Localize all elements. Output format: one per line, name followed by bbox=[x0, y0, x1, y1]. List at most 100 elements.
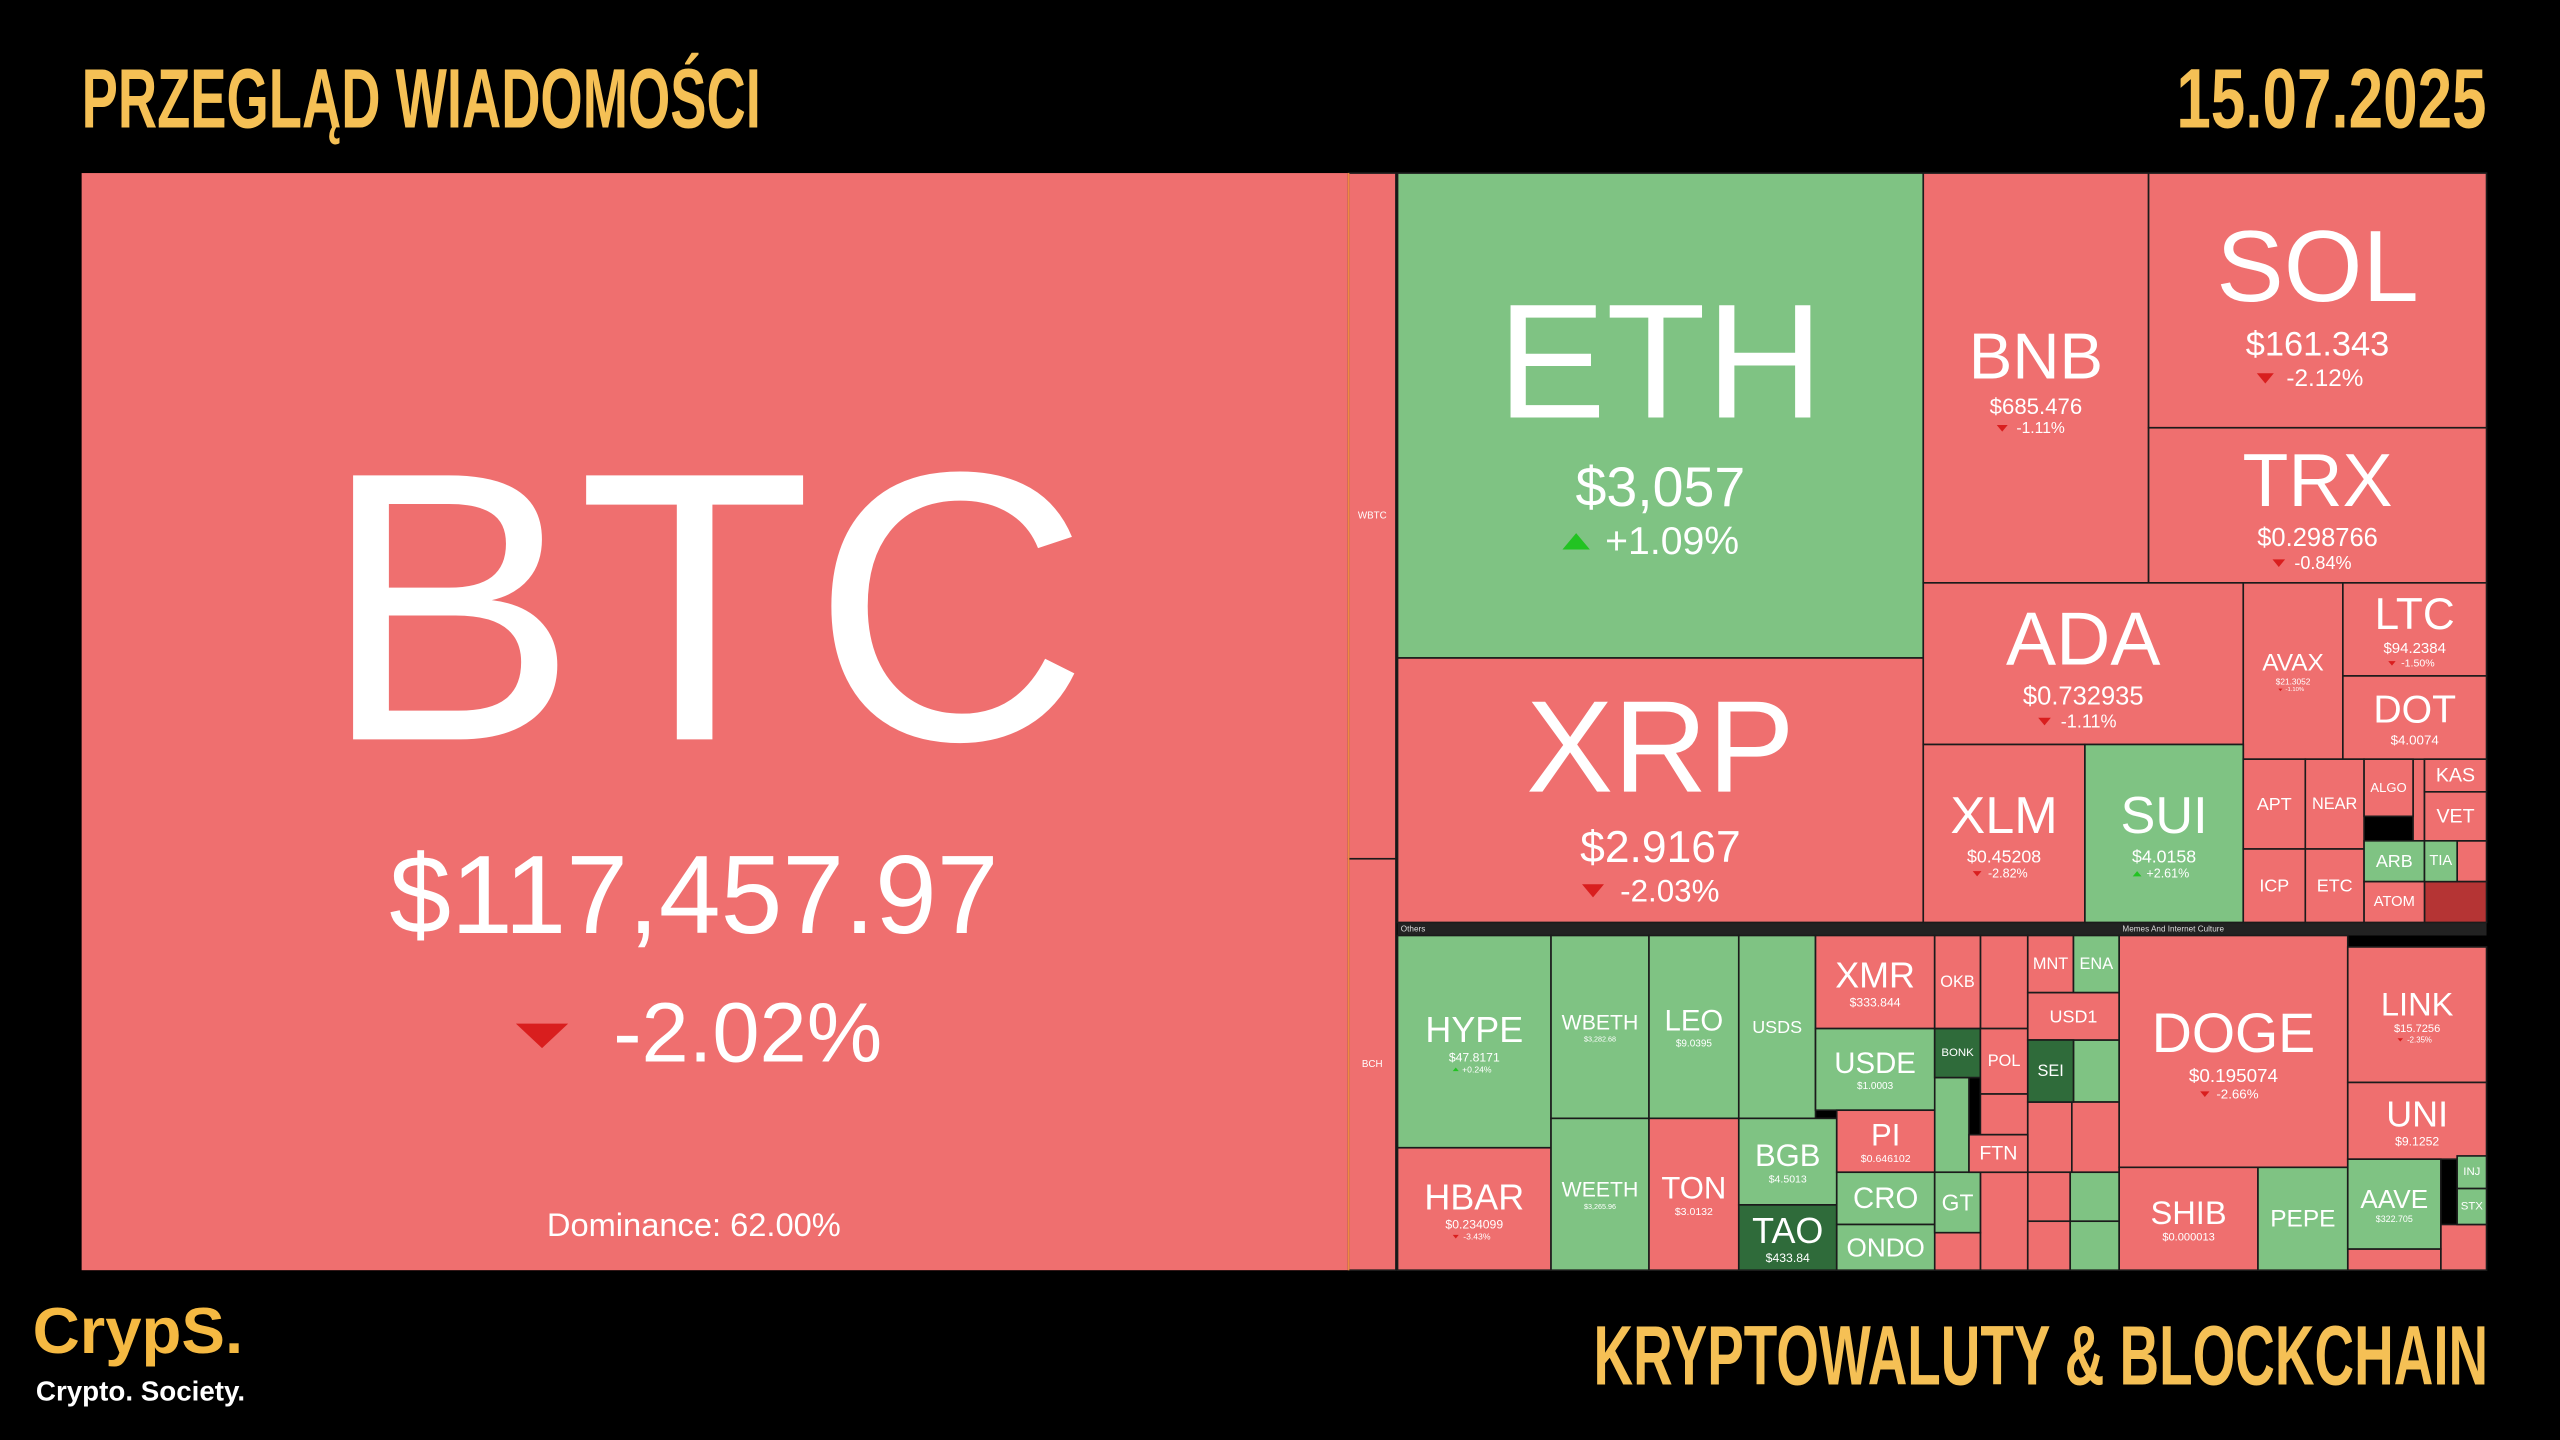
down-arrow bbox=[2200, 1091, 2210, 1097]
tile-price: $1.0003 bbox=[1857, 1081, 1894, 1092]
tile bbox=[2304, 848, 2365, 924]
tile-symbol: PI bbox=[1871, 1118, 1900, 1153]
tile-change: +0.24% bbox=[1462, 1064, 1492, 1074]
tile bbox=[1814, 934, 1936, 1030]
tile bbox=[2346, 1081, 2488, 1160]
up-arrow bbox=[2132, 871, 2142, 877]
section-bar bbox=[1397, 922, 2487, 936]
tile-symbol: POL bbox=[1988, 1052, 2021, 1070]
down-arrow bbox=[2397, 1038, 2404, 1042]
tile bbox=[2147, 172, 2488, 429]
tile bbox=[1737, 1117, 1838, 1206]
tile-symbol: FTN bbox=[1979, 1142, 2017, 1164]
tile-symbol: HBAR bbox=[1424, 1177, 1524, 1218]
tile bbox=[1347, 857, 1397, 1272]
tile bbox=[2304, 758, 2365, 850]
tile-symbol: SUI bbox=[2121, 787, 2208, 845]
tile-change: +2.61% bbox=[2146, 867, 2189, 881]
tile-symbol: SEI bbox=[2037, 1062, 2063, 1080]
section-label: Others bbox=[1401, 924, 1425, 933]
tile-symbol: ENA bbox=[2080, 955, 2114, 973]
tile-symbol: SOL bbox=[2216, 210, 2419, 323]
tile-symbol: DOGE bbox=[2152, 1002, 2315, 1064]
tile-symbol: XRP bbox=[1526, 674, 1795, 820]
tile-price: $4.5013 bbox=[1769, 1173, 1807, 1185]
tile-symbol: APT bbox=[2257, 794, 2292, 814]
tile-price: $0.732935 bbox=[2023, 682, 2144, 710]
tile-change: -1.10% bbox=[2286, 687, 2305, 693]
tile bbox=[2242, 582, 2344, 760]
tile-symbol: ICP bbox=[2259, 876, 2289, 896]
tile bbox=[1922, 172, 2150, 584]
tile bbox=[1933, 1231, 1982, 1272]
tile-symbol: LTC bbox=[2375, 590, 2455, 639]
tile bbox=[2084, 743, 2245, 924]
heatmap: BTC$117,457.97 -2.02% Dominance: 62.00% Oth… bbox=[81, 172, 2488, 1272]
tile-symbol: USD1 bbox=[2050, 1006, 2098, 1026]
header-date: 15.07.2025 bbox=[2176, 50, 2486, 145]
tile-symbol: TRX bbox=[2242, 438, 2392, 522]
tile-symbol: TON bbox=[1661, 1171, 1726, 1206]
down-arrow bbox=[515, 1023, 569, 1049]
tile-price: $0.45208 bbox=[1967, 846, 2041, 866]
tile-symbol: UNI bbox=[2386, 1093, 2448, 1134]
tile-change: -3.43% bbox=[1463, 1232, 1491, 1242]
tile-symbol: BGB bbox=[1755, 1138, 1821, 1173]
tile bbox=[2440, 1223, 2488, 1272]
tile-symbol: WBETH bbox=[1562, 1011, 1639, 1034]
tile-change: -2.66% bbox=[2216, 1087, 2258, 1102]
tile bbox=[1933, 1076, 1970, 1174]
tile bbox=[2346, 1248, 2442, 1272]
tile-symbol: BNB bbox=[1969, 320, 2103, 393]
tile-change: -0.84% bbox=[2294, 553, 2351, 573]
tile-symbol: NEAR bbox=[2312, 795, 2358, 813]
tile-price: $9.1252 bbox=[2395, 1134, 2439, 1148]
tile bbox=[2026, 1220, 2072, 1272]
tile-symbol: WEETH bbox=[1562, 1179, 1639, 1202]
tile-change: -2.82% bbox=[1988, 867, 2028, 881]
tile bbox=[2346, 946, 2488, 1084]
tile-symbol: BTC bbox=[322, 393, 1089, 821]
tile bbox=[1835, 1109, 1936, 1174]
tile-price: $0.000013 bbox=[2162, 1232, 2214, 1244]
tile bbox=[1648, 1117, 1740, 1272]
tile-symbol: BONK bbox=[1941, 1047, 1974, 1059]
tile-symbol: MNT bbox=[2033, 955, 2068, 973]
tile-change: -2.35% bbox=[2407, 1035, 2432, 1044]
tile-symbol: LINK bbox=[2381, 985, 2454, 1022]
tile-symbol: XLM bbox=[1950, 787, 2057, 845]
tile bbox=[2026, 1101, 2073, 1174]
tile bbox=[2412, 758, 2426, 842]
tile bbox=[2456, 1155, 2488, 1190]
tile bbox=[1396, 1146, 1552, 1272]
tile bbox=[2069, 1220, 2120, 1272]
tile-price: $3.0132 bbox=[1675, 1206, 1713, 1218]
tile-symbol: WBTC bbox=[1358, 510, 1387, 521]
tile-symbol: AVAX bbox=[2262, 649, 2324, 676]
tile-price: $161.343 bbox=[2246, 326, 2390, 364]
tile-change: +1.09% bbox=[1605, 520, 1739, 563]
tile-price: $433.84 bbox=[1766, 1251, 1810, 1265]
tile-price: $94.2384 bbox=[2383, 640, 2445, 657]
tile-price: $2.9167 bbox=[1580, 823, 1740, 872]
tile-change: -1.11% bbox=[2016, 420, 2065, 437]
tile-price: $0.298766 bbox=[2257, 524, 2378, 552]
tile-symbol: ADA bbox=[2006, 597, 2160, 681]
tile bbox=[1979, 934, 2029, 1030]
logo-name: CrypS. bbox=[33, 1294, 243, 1367]
tile-change: -1.11% bbox=[2061, 712, 2117, 732]
tile bbox=[2147, 426, 2488, 584]
tile bbox=[2026, 1039, 2075, 1103]
tile-change: -2.02% bbox=[613, 984, 882, 1079]
tile-symbol: STX bbox=[2461, 1201, 2484, 1213]
down-arrow bbox=[2278, 688, 2283, 692]
tile-symbol: BCH bbox=[1362, 1059, 1383, 1070]
logo-subtitle: Crypto. Society. bbox=[36, 1376, 245, 1407]
tile-symbol: XMR bbox=[1835, 955, 1915, 996]
section-label: Memes And Internet Culture bbox=[2122, 924, 2224, 933]
down-arrow bbox=[2038, 717, 2051, 726]
tile-price: $21.3052 bbox=[2276, 677, 2311, 687]
up-arrow bbox=[1562, 533, 1590, 550]
tile bbox=[2342, 582, 2488, 677]
